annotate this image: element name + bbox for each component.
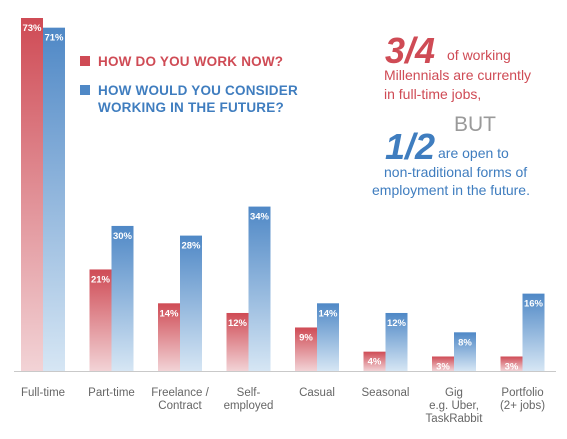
legend-item-future: HOW WOULD YOU CONSIDER WORKING IN THE FU…: [80, 82, 320, 116]
data-label-now-0: 73%: [22, 23, 42, 34]
bar-future-0: [43, 27, 65, 371]
data-label-future-3: 34%: [250, 212, 270, 223]
bar-future-2: [180, 235, 202, 371]
data-label-now-6: 3%: [436, 361, 450, 372]
category-label-5: Seasonal: [362, 387, 410, 399]
data-label-now-1: 21%: [91, 274, 111, 285]
category-label-7: Portfolio (2+ jobs): [500, 387, 545, 412]
data-label-future-5: 12%: [387, 318, 407, 329]
bar-future-4: [317, 303, 339, 371]
data-label-future-6: 8%: [458, 337, 472, 348]
bars-layer: [21, 18, 545, 371]
callout-text-2-line-1: are open to: [438, 145, 509, 161]
labels-layer: 73%71% Full-time 21% 30% Part-time 14% 28% Free…: [14, 23, 556, 425]
data-label-future-0: 71%: [44, 33, 64, 44]
data-label-future-7: 16%: [524, 299, 544, 310]
callout-text-2-line-3: employment in the future.: [372, 182, 530, 198]
legend-label-now: HOW DO YOU WORK NOW?: [98, 54, 284, 69]
bar-future-3: [248, 206, 271, 371]
data-label-future-2: 28%: [181, 241, 201, 252]
legend-swatch-future: [80, 85, 90, 95]
bar-now-1: [89, 269, 112, 371]
callout-fraction-one-half: 1/2: [385, 126, 436, 167]
category-label-6: Gig e.g. Uber, TaskRabbit: [426, 387, 484, 425]
callout-fraction-three-quarters: 3/4: [385, 30, 436, 71]
category-label-2: Freelance / Contract: [151, 387, 209, 412]
legend-item-now: HOW DO YOU WORK NOW?: [80, 53, 320, 70]
bar-now-5: [363, 351, 386, 371]
legend-label-future: HOW WOULD YOU CONSIDER WORKING IN THE FU…: [98, 83, 298, 115]
bar-now-4: [295, 327, 317, 371]
data-label-now-4: 9%: [299, 332, 313, 343]
data-label-future-4: 14%: [318, 308, 338, 319]
bar-now-2: [158, 303, 180, 371]
bar-future-5: [385, 312, 408, 371]
bar-now-7: [500, 356, 523, 371]
callout-text-1-line-2: Millennials are currently: [384, 67, 532, 83]
category-label-3: Self-employed: [224, 387, 274, 412]
category-label-1: Part-time: [88, 387, 135, 399]
bar-now-0: [21, 18, 43, 371]
bar-now-3: [226, 312, 249, 371]
category-label-4: Casual: [299, 387, 335, 399]
bar-future-6: [454, 332, 476, 371]
bar-future-1: [111, 225, 134, 371]
callout-text-1-line-1: of working: [447, 47, 511, 63]
data-label-now-2: 14%: [159, 308, 179, 319]
bar-now-6: [432, 356, 454, 371]
legend: HOW DO YOU WORK NOW? HOW WOULD YOU CONSI…: [80, 53, 320, 128]
data-label-now-3: 12%: [228, 318, 248, 329]
data-label-now-7: 3%: [505, 361, 519, 372]
callout-connector: BUT: [454, 113, 496, 136]
data-label-now-5: 4%: [368, 357, 382, 368]
legend-swatch-now: [80, 56, 90, 66]
data-label-future-1: 30%: [113, 231, 133, 242]
bar-future-7: [522, 293, 545, 371]
callout-text-2-line-2: non-traditional forms of: [384, 164, 528, 180]
callout-text-1-line-3: in full-time jobs,: [384, 86, 482, 102]
category-label-0: Full-time: [21, 387, 65, 399]
